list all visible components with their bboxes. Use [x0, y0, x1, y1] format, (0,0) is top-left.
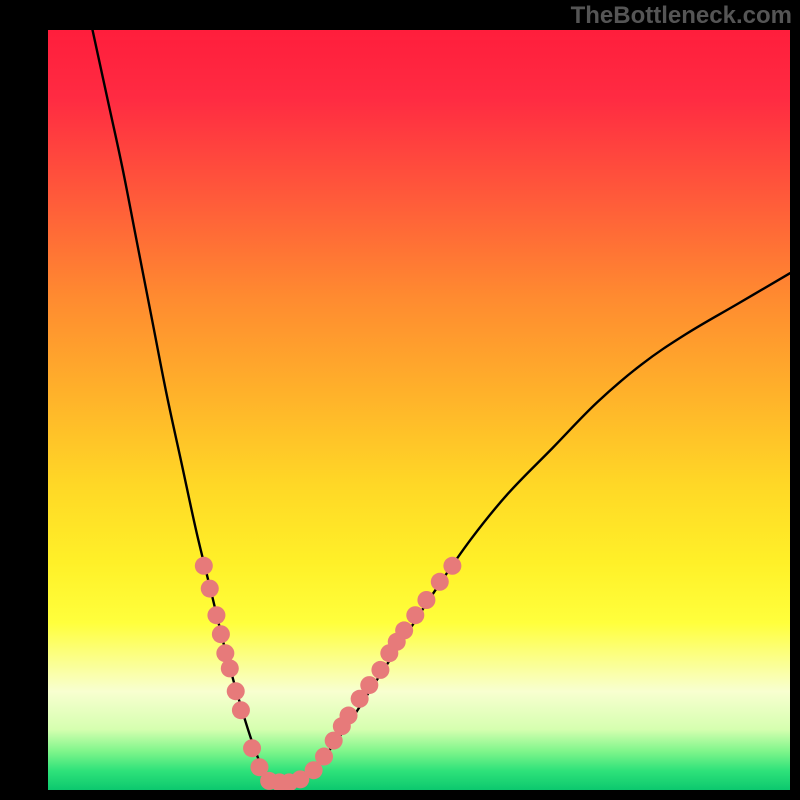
- chart-svg: [48, 30, 790, 790]
- data-marker: [360, 676, 378, 694]
- data-marker: [340, 707, 358, 725]
- watermark-text: TheBottleneck.com: [571, 2, 792, 30]
- data-marker: [417, 591, 435, 609]
- data-marker: [243, 739, 261, 757]
- data-marker: [216, 644, 234, 662]
- data-marker: [443, 557, 461, 575]
- plot-area: [48, 30, 790, 790]
- data-marker: [232, 701, 250, 719]
- data-marker: [221, 659, 239, 677]
- data-marker: [315, 748, 333, 766]
- data-marker: [371, 661, 389, 679]
- data-marker: [406, 606, 424, 624]
- data-marker: [201, 580, 219, 598]
- data-marker: [195, 557, 213, 575]
- data-marker: [227, 682, 245, 700]
- data-marker: [431, 573, 449, 591]
- gradient-background: [48, 30, 790, 790]
- data-marker: [207, 606, 225, 624]
- data-marker: [212, 625, 230, 643]
- data-marker: [395, 621, 413, 639]
- chart-container: TheBottleneck.com: [0, 0, 800, 800]
